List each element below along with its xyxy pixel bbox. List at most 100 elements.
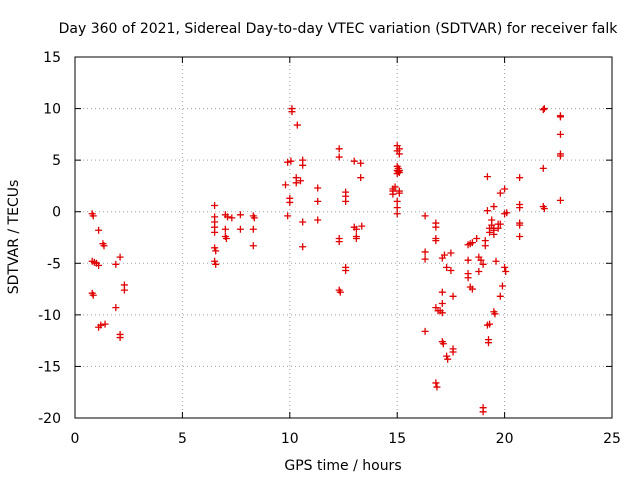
- data-point: [282, 181, 290, 189]
- data-point: [394, 167, 402, 175]
- data-point: [395, 169, 403, 177]
- data-point: [439, 340, 447, 348]
- data-point: [222, 235, 230, 243]
- data-point: [112, 304, 120, 312]
- data-point: [335, 145, 343, 153]
- data-point: [440, 251, 448, 259]
- data-point: [224, 213, 232, 221]
- data-point: [292, 174, 300, 182]
- data-point: [95, 226, 103, 234]
- x-tick-label: 20: [496, 431, 514, 447]
- data-point: [389, 190, 397, 198]
- plot-frame: [74, 56, 613, 419]
- tick-marks: [74, 56, 613, 419]
- data-point: [432, 223, 440, 231]
- x-tick-label: 5: [178, 431, 187, 447]
- data-point: [89, 212, 97, 220]
- x-tick-label: 0: [71, 431, 80, 447]
- y-tick-label: -5: [47, 256, 61, 272]
- data-point: [212, 247, 220, 255]
- data-point: [449, 292, 457, 300]
- data-point: [101, 320, 109, 328]
- data-point: [391, 183, 399, 191]
- data-point: [284, 212, 292, 220]
- data-point: [421, 212, 429, 220]
- data-point: [97, 321, 105, 329]
- data-point: [490, 230, 498, 238]
- data-point: [100, 242, 108, 250]
- data-point: [250, 214, 258, 222]
- data-point: [491, 310, 499, 318]
- data-point: [468, 239, 476, 247]
- data-point: [421, 327, 429, 335]
- data-point: [540, 205, 548, 213]
- grid-lines: [75, 57, 612, 418]
- data-point: [501, 185, 509, 193]
- data-point: [358, 222, 366, 230]
- data-point: [116, 253, 124, 261]
- data-point: [539, 106, 547, 114]
- x-tick-label: 15: [388, 431, 406, 447]
- data-point: [357, 174, 365, 182]
- data-point: [288, 105, 296, 113]
- data-points: [88, 105, 564, 416]
- data-point: [449, 348, 457, 356]
- data-point: [468, 285, 476, 293]
- data-point: [447, 267, 455, 275]
- data-point: [236, 211, 244, 219]
- y-tick-label: 15: [43, 50, 61, 66]
- data-point: [516, 219, 524, 227]
- data-point: [211, 202, 219, 210]
- data-point: [335, 153, 343, 161]
- data-point: [464, 256, 472, 264]
- x-tick-label: 10: [281, 431, 299, 447]
- data-point: [421, 255, 429, 263]
- data-point: [350, 157, 358, 165]
- data-point: [438, 288, 446, 296]
- data-point: [516, 232, 524, 240]
- data-point: [496, 292, 504, 300]
- data-point: [481, 242, 489, 250]
- data-point: [299, 218, 307, 226]
- data-point: [496, 189, 504, 197]
- data-point: [120, 286, 128, 294]
- data-point: [299, 243, 307, 251]
- data-point: [443, 263, 451, 271]
- x-axis-label: GPS time / hours: [284, 458, 401, 474]
- data-point: [287, 157, 295, 165]
- data-point: [352, 225, 360, 233]
- data-point: [483, 173, 491, 181]
- x-tick-label: 25: [603, 431, 621, 447]
- data-point: [486, 320, 494, 328]
- y-tick-labels: -20 -15 -10 -5 0 5 10 15: [38, 50, 61, 427]
- data-point: [221, 225, 229, 233]
- data-point: [211, 244, 219, 252]
- data-point: [228, 214, 236, 222]
- data-point: [342, 267, 350, 275]
- data-point: [539, 164, 547, 172]
- x-tick-labels: 0 5 10 15 20 25: [71, 431, 621, 447]
- data-point: [95, 261, 103, 269]
- y-tick-label: 5: [52, 153, 61, 169]
- y-axis-label: SDTVAR / TECUs: [6, 180, 22, 295]
- data-point: [211, 228, 219, 236]
- data-point: [556, 152, 564, 160]
- data-point: [464, 274, 472, 282]
- data-point: [297, 177, 305, 185]
- data-point: [393, 204, 401, 212]
- data-point: [433, 383, 441, 391]
- data-point: [438, 300, 446, 308]
- data-point: [475, 268, 483, 276]
- data-point: [494, 224, 502, 232]
- data-point: [486, 228, 494, 236]
- y-tick-label: -20: [38, 411, 61, 427]
- data-point: [447, 249, 455, 257]
- data-point: [432, 237, 440, 245]
- data-point: [357, 159, 365, 167]
- data-point: [516, 174, 524, 182]
- chart-title: Day 360 of 2021, Sidereal Day-to-day VTE…: [59, 21, 619, 37]
- data-point: [443, 352, 451, 360]
- data-point: [293, 121, 301, 129]
- data-point: [352, 235, 360, 243]
